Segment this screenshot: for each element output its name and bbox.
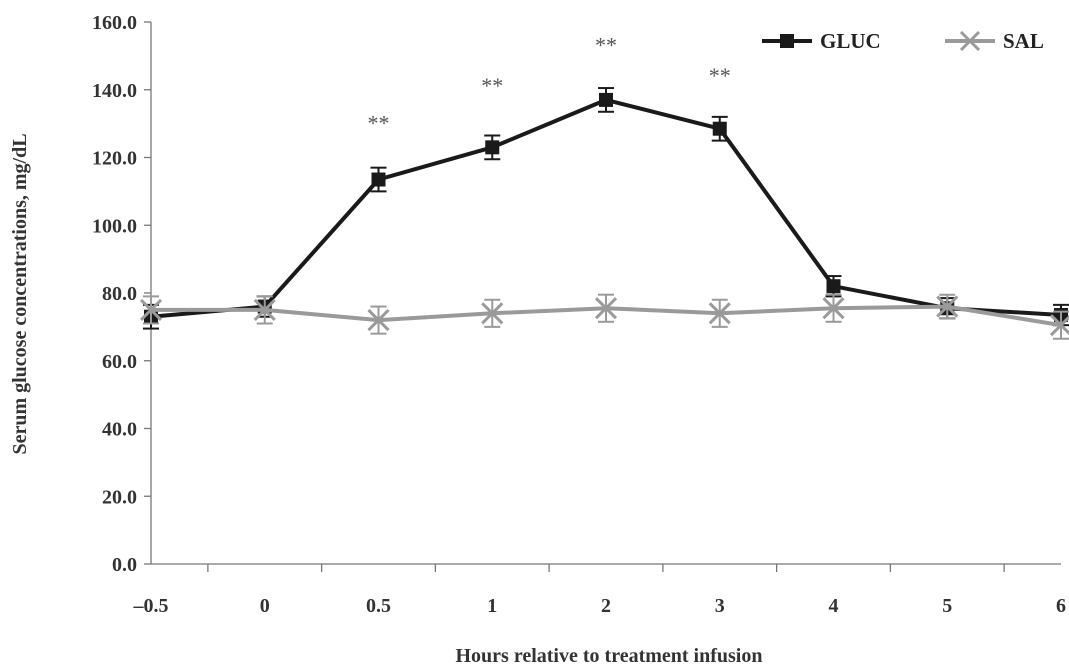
marker-stroke bbox=[1049, 315, 1069, 337]
marker-stroke bbox=[822, 297, 845, 320]
legend-item-gluc: GLUC bbox=[762, 29, 881, 53]
data-point-square bbox=[712, 121, 727, 136]
y-tick-label: 140.0 bbox=[92, 80, 137, 102]
marker-stroke bbox=[367, 309, 390, 332]
series-gluc bbox=[143, 87, 1069, 330]
x-tick-label: 0.5 bbox=[366, 595, 391, 617]
marker-stroke bbox=[936, 295, 959, 318]
data-point-x bbox=[936, 295, 959, 318]
x-tick-label: 4 bbox=[829, 595, 839, 617]
data-point-x bbox=[367, 309, 390, 332]
data-point-x bbox=[822, 297, 845, 320]
y-tick-labels: 0.0 20.0 40.0 60.0 80.0 100.0 120.0 140.0 160.0 bbox=[92, 12, 137, 576]
marker-stroke bbox=[481, 302, 504, 325]
data-point-x bbox=[139, 298, 163, 321]
data-point-square bbox=[599, 92, 613, 107]
series-line bbox=[150, 97, 1062, 319]
data-point-square bbox=[826, 279, 841, 294]
x-tick-label: 1 bbox=[487, 595, 497, 617]
data-point-x bbox=[708, 302, 731, 325]
significance-annotations: ** ** ** ** bbox=[368, 32, 731, 135]
x-tick-label: 6 bbox=[1056, 595, 1066, 617]
significance-marker: ** bbox=[481, 73, 503, 98]
y-tick-label: 100.0 bbox=[92, 215, 137, 237]
x-tick-labels: –0.5 0 0.5 1 2 3 4 5 6 bbox=[133, 595, 1067, 617]
significance-marker: ** bbox=[709, 63, 731, 88]
legend-marker-square bbox=[780, 34, 794, 48]
marker-stroke bbox=[139, 298, 163, 321]
axes bbox=[144, 21, 1061, 572]
legend: GLUC SAL bbox=[762, 29, 1044, 53]
y-tick-label: 60.0 bbox=[102, 351, 137, 373]
data-point-x bbox=[481, 302, 504, 325]
significance-marker: ** bbox=[595, 32, 617, 57]
marker-stroke bbox=[253, 298, 276, 321]
significance-marker: ** bbox=[368, 110, 390, 135]
y-tick-label: 20.0 bbox=[102, 486, 137, 508]
legend-label: SAL bbox=[1003, 29, 1044, 53]
x-axis-title: Hours relative to treatment infusion bbox=[455, 645, 762, 667]
data-point-x bbox=[253, 298, 276, 321]
y-tick-label: 40.0 bbox=[102, 419, 137, 441]
data-point-square bbox=[371, 172, 386, 187]
x-tick-label: –0.5 bbox=[133, 595, 169, 617]
marker-stroke bbox=[594, 297, 618, 320]
legend-label: GLUC bbox=[820, 29, 881, 53]
marker-stroke bbox=[708, 302, 731, 325]
y-axis-title: Serum glucose concentrations, mg/dL bbox=[9, 133, 31, 454]
data-point-x bbox=[594, 297, 618, 320]
y-tick-label: 80.0 bbox=[102, 283, 137, 305]
x-tick-label: 2 bbox=[601, 595, 611, 617]
legend-item-sal: SAL bbox=[945, 29, 1044, 53]
series-lines bbox=[139, 87, 1069, 340]
data-point-square bbox=[485, 140, 500, 155]
y-tick-label: 120.0 bbox=[92, 148, 137, 170]
series-sal bbox=[139, 293, 1069, 340]
y-tick-label: 160.0 bbox=[92, 12, 137, 34]
data-point-x bbox=[1049, 314, 1069, 337]
x-tick-label: 0 bbox=[260, 595, 270, 617]
x-tick-label: 5 bbox=[942, 595, 952, 617]
y-tick-label: 0.0 bbox=[112, 554, 137, 576]
legend-marker-stroke bbox=[959, 30, 981, 52]
x-tick-label: 3 bbox=[715, 595, 725, 617]
